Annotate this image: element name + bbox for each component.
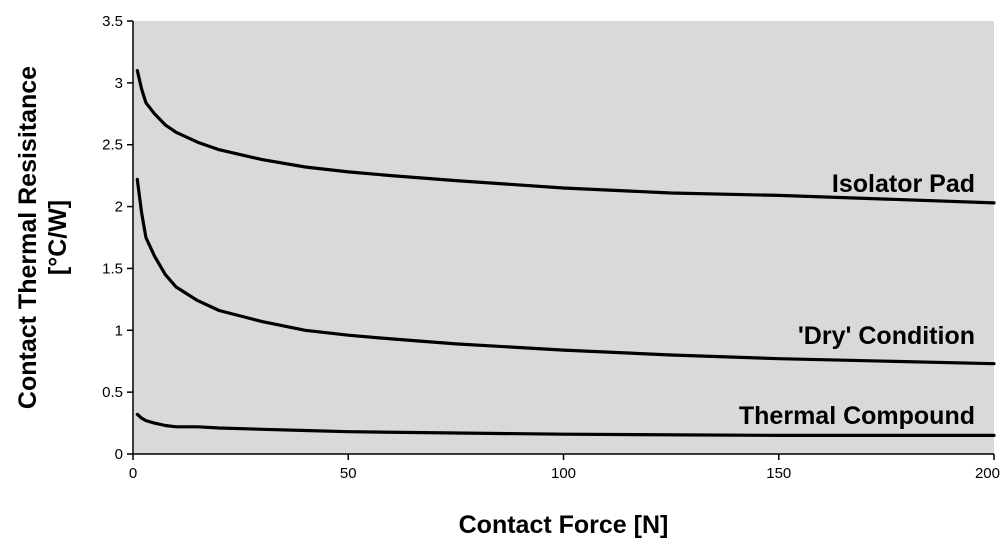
y-axis-title: Contact Thermal Resisitance [°C/W] [14,66,72,409]
y-tick-label: 1 [115,322,123,339]
y-axis: 0 0.5 1 1.5 2 2.5 3 3.5 [102,13,134,463]
y-axis-title-line-2: [°C/W] [44,200,72,275]
series-line-isolator-pad [135,68,996,205]
x-tick-label: 0 [129,465,137,482]
series-line-dry-condition [135,177,996,366]
plot-area [133,21,994,454]
x-tick-label: 200 [975,465,1000,482]
series-labels: Isolator Pad 'Dry' Condition Thermal Compo… [739,170,975,430]
y-tick-label: 3.5 [102,13,123,30]
series-label-dry-condition: 'Dry' Condition [798,322,975,350]
x-tick-label: 50 [340,465,357,482]
y-tick-label: 0 [115,446,123,463]
x-axis: 0 50 100 150 200 [129,453,1000,482]
y-tick-label: 3 [115,75,123,92]
y-tick-label: 2 [115,199,123,216]
series-label-thermal-compound: Thermal Compound [739,402,975,430]
y-tick-label: 1.5 [102,260,123,277]
x-tick-label: 150 [766,465,791,482]
y-tick-label: 0.5 [102,384,123,401]
x-axis-title: Contact Force [N] [459,511,669,539]
series-line-thermal-compound [135,412,996,437]
y-axis-title-line-1: Contact Thermal Resisitance [14,66,42,409]
y-tick-label: 2.5 [102,137,123,154]
series-label-isolator-pad: Isolator Pad [832,170,975,198]
x-tick-label: 100 [551,465,576,482]
series-lines [135,68,996,437]
